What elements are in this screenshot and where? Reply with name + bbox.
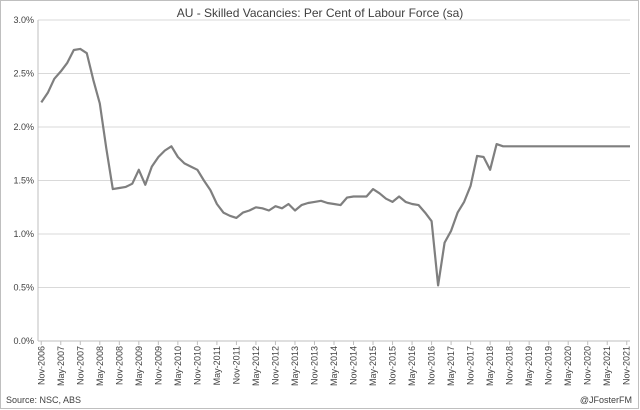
x-tick-label: Nov-2021 xyxy=(622,346,632,385)
x-tick-label: Nov-2007 xyxy=(75,346,85,385)
x-tick-label: Nov-2008 xyxy=(114,346,124,385)
x-tick-label: Nov-2013 xyxy=(309,346,319,385)
x-tick-labels: Nov-2006 May-2007 Nov-2007 May-2008 Nov-2008… xyxy=(36,341,632,386)
x-tick-label: May-2016 xyxy=(407,346,417,386)
x-tick-label: Nov-2010 xyxy=(192,346,202,385)
y-tick-label: 0.0% xyxy=(13,336,34,346)
x-tick-label: May-2008 xyxy=(95,346,105,386)
x-tick-label: May-2014 xyxy=(329,346,339,386)
y-tick-label: 2.5% xyxy=(13,69,34,79)
y-tick-label: 3.0% xyxy=(13,15,34,25)
y-tick-labels: 0.0% 0.5% 1.0% 1.5% 2.0% 2.5% 3.0% xyxy=(13,15,34,346)
x-tick-label: Nov-2017 xyxy=(466,346,476,385)
x-tick-label: Nov-2020 xyxy=(583,346,593,385)
x-tick-label: Nov-2012 xyxy=(270,346,280,385)
x-tick-label: Nov-2015 xyxy=(388,346,398,385)
x-tick-label: Nov-2018 xyxy=(505,346,515,385)
y-tick-label: 2.0% xyxy=(13,122,34,132)
chart-title: AU - Skilled Vacancies: Per Cent of Labo… xyxy=(177,6,464,20)
x-tick-label: May-2012 xyxy=(251,346,261,386)
x-tick-label: May-2017 xyxy=(446,346,456,386)
x-tick-label: Nov-2006 xyxy=(36,346,46,385)
x-tick-label: Nov-2014 xyxy=(349,346,359,385)
x-tick-label: May-2013 xyxy=(290,346,300,386)
x-tick-label: May-2007 xyxy=(56,346,66,386)
gridlines xyxy=(38,19,630,288)
x-tick-label: Nov-2019 xyxy=(544,346,554,385)
x-tick-label: May-2011 xyxy=(212,346,222,385)
y-tick-label: 1.5% xyxy=(13,176,34,186)
x-tick-label: May-2018 xyxy=(485,346,495,386)
x-tick-label: May-2010 xyxy=(173,346,183,386)
y-tick-label: 1.0% xyxy=(13,229,34,239)
x-tick-label: May-2020 xyxy=(563,346,573,386)
source-note: Source: NSC, ABS xyxy=(6,395,81,405)
y-tick-label: 0.5% xyxy=(13,283,34,293)
x-tick-label: May-2009 xyxy=(134,346,144,386)
x-tick-label: May-2019 xyxy=(524,346,534,386)
x-tick-label: May-2015 xyxy=(368,346,378,386)
x-tick-label: May-2021 xyxy=(602,346,612,386)
x-tick-label: Nov-2016 xyxy=(427,346,437,385)
x-tick-label: Nov-2011 xyxy=(231,346,241,384)
x-tick-label: Nov-2009 xyxy=(153,346,163,385)
credit-note: @JFosterFM xyxy=(580,395,632,405)
series-layer xyxy=(40,47,630,287)
series-line xyxy=(40,47,630,287)
